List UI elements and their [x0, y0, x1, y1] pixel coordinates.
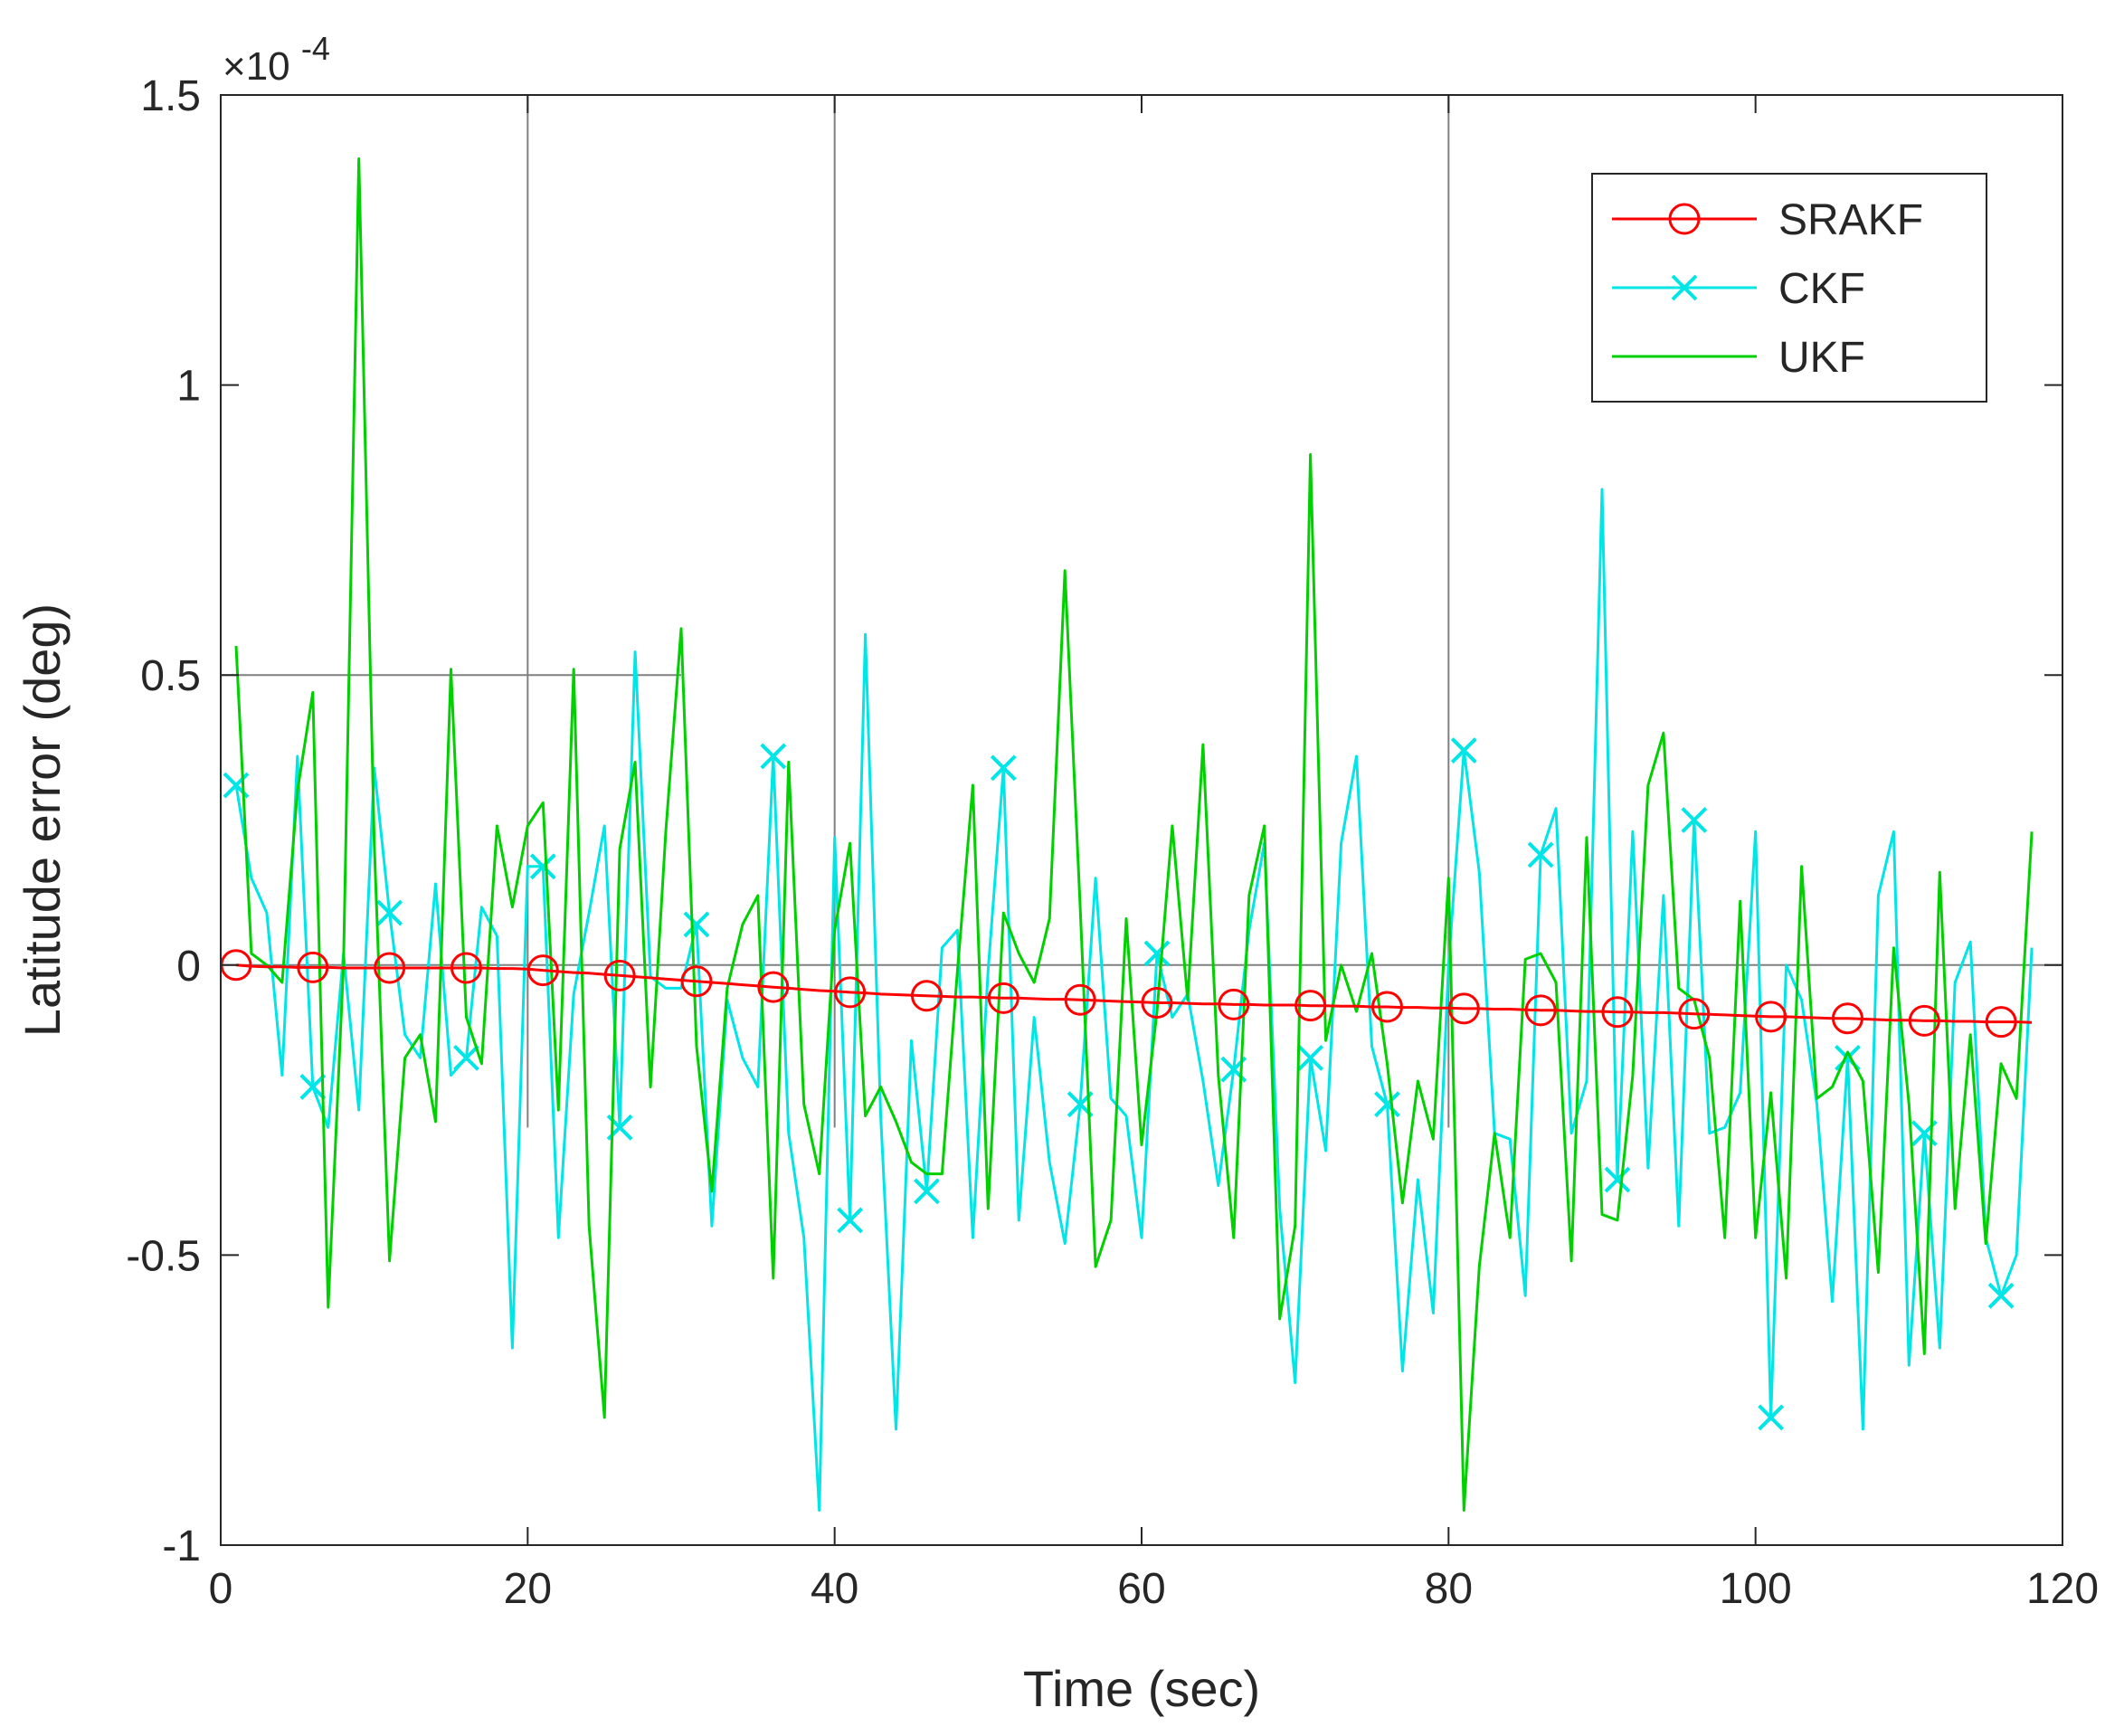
tick-labels: 0 20 40 60 80 100 120 -1 -0.5 0 0.5 1 1.5: [126, 72, 2099, 1613]
marker-stroke-b: [376, 899, 403, 926]
legend-entry-ckf: CKF: [1612, 265, 1865, 313]
marker-srakf-15: [450, 952, 482, 984]
x-axis-title: Time (sec): [1023, 1660, 1260, 1717]
y-axis-title: Latitude error (deg): [14, 603, 71, 1037]
legend-label-srakf: SRAKF: [1778, 196, 1923, 244]
marker-ckf-90: [1604, 1166, 1631, 1193]
marker-srakf-75: [1370, 991, 1403, 1023]
y-tick-label-0: 0: [176, 943, 201, 991]
marker-srakf-60: [1141, 986, 1173, 1019]
marker-stroke-b: [1143, 940, 1171, 967]
series-srakf: [220, 949, 2033, 1039]
marker-ckf-45: [914, 1178, 940, 1205]
x-tick-label-60: 60: [1117, 1565, 1165, 1613]
marker-stroke-b: [1835, 1044, 1861, 1071]
marker-srakf-65: [1218, 988, 1250, 1020]
marker-srakf-90: [1601, 996, 1634, 1029]
marker-srakf-40: [834, 976, 867, 1009]
marker-ckf-30: [683, 911, 710, 938]
legend-marker-ckf: [1671, 274, 1698, 301]
marker-srakf-55: [1064, 983, 1096, 1016]
marker-stroke-b: [1987, 1282, 2015, 1309]
y-tick-label--0.5: -0.5: [126, 1232, 201, 1280]
marker-stroke-b: [529, 853, 556, 880]
marker-srakf-25: [603, 959, 636, 991]
marker-stroke-b: [453, 1044, 479, 1071]
marker-srakf-95: [1678, 998, 1711, 1030]
legend-marker-stroke-b: [1671, 274, 1698, 301]
marker-ckf-40: [837, 1207, 864, 1234]
marker-ckf-95: [1681, 807, 1708, 833]
marker-srakf-110: [1908, 1004, 1940, 1037]
marker-ckf-35: [760, 743, 787, 770]
marker-srakf-35: [757, 971, 790, 1003]
series-ckf: [223, 488, 2034, 1512]
marker-stroke-b: [760, 743, 787, 770]
marker-ckf-15: [453, 1044, 479, 1071]
y-axis-exponent-power: -4: [301, 30, 330, 67]
marker-srakf-70: [1294, 990, 1327, 1022]
y-tick-label-0.5: 0.5: [140, 652, 201, 700]
x-tick-label-120: 120: [2026, 1565, 2099, 1613]
marker-ckf-85: [1527, 841, 1554, 868]
x-tick-label-40: 40: [811, 1565, 858, 1613]
y-tick-label-1.5: 1.5: [140, 72, 201, 120]
marker-stroke-b: [1297, 1044, 1324, 1071]
marker-ckf-10: [376, 899, 403, 926]
marker-stroke-b: [1374, 1091, 1400, 1118]
marker-srakf-80: [1447, 992, 1480, 1025]
marker-stroke-b: [1604, 1166, 1631, 1193]
x-tick-label-20: 20: [504, 1565, 552, 1613]
series-line-ckf: [234, 488, 2034, 1512]
marker-srakf-20: [526, 954, 559, 987]
series-line-srakf: [235, 963, 2033, 1024]
x-tick-label-0: 0: [209, 1565, 233, 1613]
series-ukf: [234, 157, 2034, 1512]
marker-srakf-105: [1831, 1002, 1863, 1035]
legend: SRAKF CKF UKF: [1591, 173, 1987, 403]
legend-entry-ukf: UKF: [1612, 334, 1865, 382]
marker-srakf-100: [1755, 1001, 1787, 1033]
marker-srakf-5: [297, 951, 329, 983]
marker-srakf-10: [374, 952, 406, 984]
legend-entry-srakf: SRAKF: [1612, 196, 1923, 244]
marker-srakf-30: [680, 965, 713, 998]
marker-srakf-115: [1985, 1006, 2017, 1039]
marker-ckf-100: [1758, 1404, 1785, 1431]
y-tick-label--1: -1: [162, 1523, 201, 1570]
marker-ckf-70: [1297, 1044, 1324, 1071]
marker-stroke-b: [1758, 1404, 1785, 1431]
legend-marker-srakf: [1668, 203, 1701, 235]
marker-ckf-60: [1143, 940, 1171, 967]
legend-label-ukf: UKF: [1778, 334, 1865, 382]
marker-ckf-50: [990, 754, 1017, 782]
series-layer: [220, 157, 2034, 1512]
x-tick-label-100: 100: [1720, 1565, 1792, 1613]
marker-ckf-75: [1374, 1091, 1400, 1118]
marker-stroke-b: [1681, 807, 1708, 833]
legend-label-ckf: CKF: [1778, 265, 1865, 313]
y-axis-exponent: ×10 -4: [223, 30, 330, 89]
y-tick-label-1: 1: [176, 363, 201, 411]
marker-ckf-115: [1987, 1282, 2015, 1309]
marker-srakf-50: [987, 982, 1019, 1014]
marker-stroke-b: [837, 1207, 864, 1234]
marker-ckf-5: [299, 1074, 327, 1100]
marker-srakf-85: [1524, 994, 1557, 1027]
marker-srakf-45: [910, 980, 943, 1012]
series-line-ukf: [234, 157, 2034, 1512]
y-axis-exponent-base: ×10: [223, 44, 290, 89]
marker-stroke-b: [683, 911, 710, 938]
marker-stroke-b: [1527, 841, 1554, 868]
axes: [220, 94, 2063, 1546]
x-tick-label-80: 80: [1425, 1565, 1473, 1613]
marker-stroke-b: [1450, 737, 1477, 764]
marker-ckf-20: [529, 853, 556, 880]
marker-ckf-80: [1450, 737, 1477, 764]
marker-stroke-b: [299, 1074, 327, 1100]
marker-stroke-b: [914, 1178, 940, 1205]
marker-stroke-b: [990, 754, 1017, 782]
